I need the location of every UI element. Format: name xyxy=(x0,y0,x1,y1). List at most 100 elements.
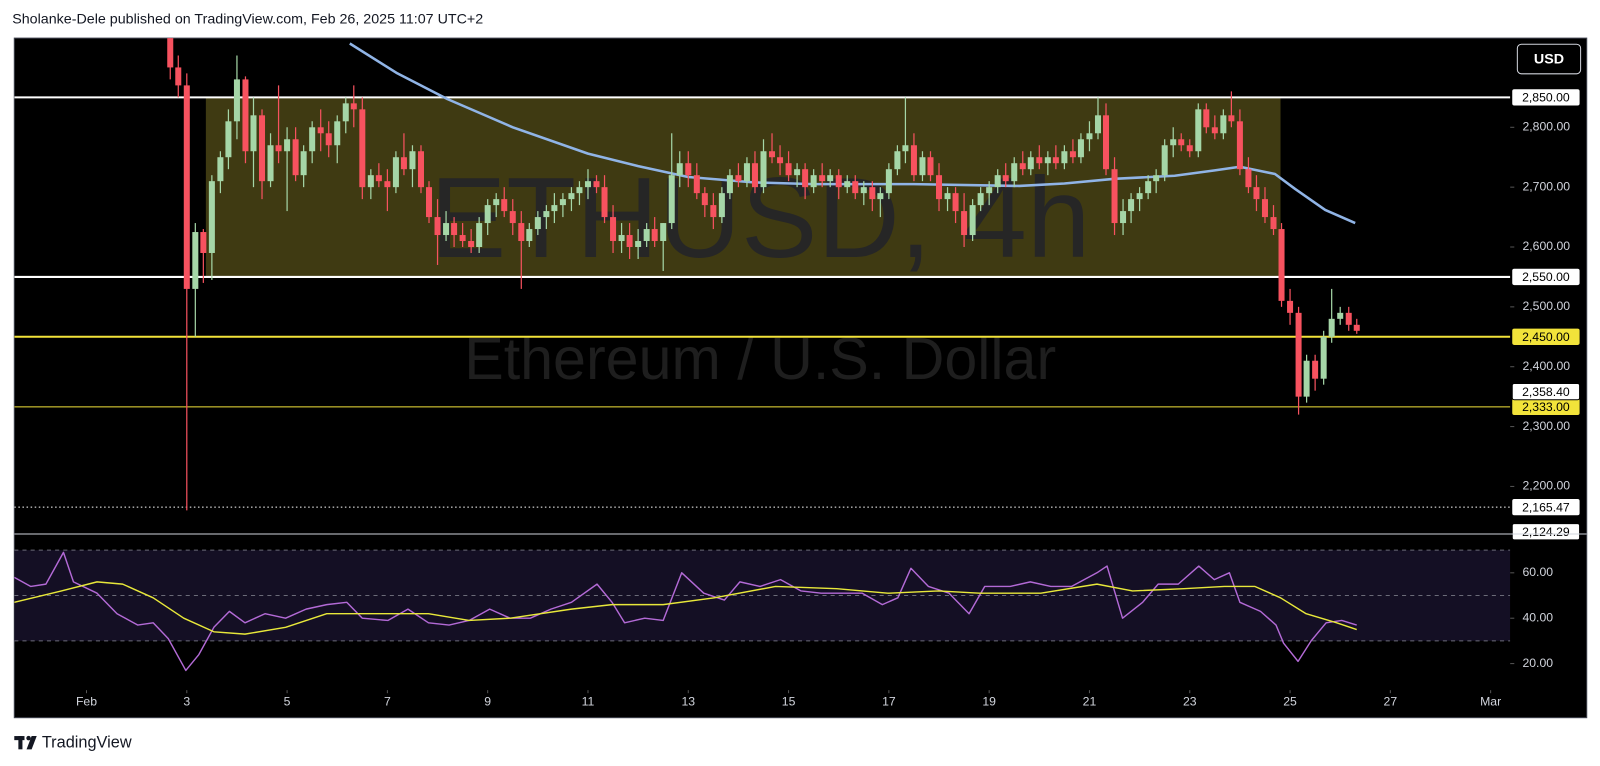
y-tick-label: 20.00 xyxy=(1522,656,1553,670)
candle-body xyxy=(325,133,332,146)
candle-body xyxy=(183,85,190,289)
candle-body xyxy=(443,223,450,236)
x-tick-label: 19 xyxy=(982,695,996,709)
candle-body xyxy=(1094,115,1101,134)
y-tick-label: 2,500.00 xyxy=(1522,299,1570,313)
candle-body xyxy=(208,181,215,253)
candle-body xyxy=(1353,324,1360,331)
y-tick-label: 40.00 xyxy=(1522,610,1553,624)
candle-body xyxy=(651,229,658,242)
candle-body xyxy=(1044,157,1051,164)
candle-body xyxy=(610,217,617,242)
level-label-box xyxy=(1512,268,1580,286)
candle-body xyxy=(400,157,407,170)
candle-body xyxy=(1153,175,1160,182)
candle-body xyxy=(710,205,717,218)
candle-body xyxy=(894,151,901,170)
candle-body xyxy=(509,211,516,224)
candle-body xyxy=(693,175,700,194)
candle-body xyxy=(643,229,650,242)
candle-body xyxy=(835,175,842,188)
candle-body xyxy=(794,169,801,176)
candle-body xyxy=(1220,115,1227,134)
candle-body xyxy=(1236,121,1243,170)
footer-brand: TradingView xyxy=(42,734,132,752)
candle-body xyxy=(927,157,934,176)
candle-body xyxy=(802,169,809,188)
candle-body xyxy=(468,241,475,248)
candle-body xyxy=(559,199,566,206)
candle-body xyxy=(534,217,541,230)
candle-body xyxy=(743,163,750,182)
candle-body xyxy=(1337,312,1344,319)
candle-body xyxy=(1211,127,1218,134)
level-label-box xyxy=(1512,89,1580,106)
candle-body xyxy=(819,175,826,182)
candle-body xyxy=(701,193,708,206)
currency-button[interactable] xyxy=(1516,43,1582,75)
x-tick-label: Mar xyxy=(1480,695,1501,709)
candle-body xyxy=(192,232,199,289)
rsi-line xyxy=(14,551,1357,672)
candle-body xyxy=(977,193,984,206)
candle-body xyxy=(1186,145,1193,152)
level-label-box xyxy=(1512,328,1580,345)
candle-body xyxy=(769,151,776,158)
candle-body xyxy=(919,157,926,176)
candle-body xyxy=(986,187,993,194)
candle-body xyxy=(969,205,976,236)
x-tick-label: 7 xyxy=(384,695,391,709)
candle-body xyxy=(434,217,441,236)
candle-body xyxy=(994,175,1001,188)
footer-logo xyxy=(14,735,37,750)
y-tick-label: 2,800.00 xyxy=(1522,120,1570,134)
candle-body xyxy=(718,193,725,218)
currency-button-label[interactable]: USD xyxy=(1534,51,1564,67)
candle-body xyxy=(785,163,792,176)
candle-body xyxy=(810,175,817,188)
candle-body xyxy=(1287,300,1294,313)
x-tick-label: 17 xyxy=(882,695,896,709)
candle-body xyxy=(300,151,307,176)
x-tick-label: 5 xyxy=(284,695,291,709)
y-tick-label: 2,600.00 xyxy=(1522,239,1570,253)
candle-body xyxy=(726,175,733,194)
candle-body xyxy=(1178,139,1185,146)
level-label: 2,850.00 xyxy=(1522,91,1570,105)
candle-body xyxy=(1295,312,1302,397)
candle-body xyxy=(167,38,174,68)
x-tick-label: 27 xyxy=(1384,695,1398,709)
candle-body xyxy=(844,181,851,188)
candle-body xyxy=(259,115,266,182)
candle-body xyxy=(1120,211,1127,224)
candle-body xyxy=(501,199,508,212)
candle-body xyxy=(568,193,575,200)
candle-body xyxy=(1036,157,1043,164)
candle-body xyxy=(200,232,207,253)
candle-body xyxy=(952,193,959,212)
candle-body xyxy=(242,79,249,152)
candle-body xyxy=(1320,336,1327,379)
candle-body xyxy=(1027,157,1034,170)
candle-body xyxy=(685,163,692,176)
candle-body xyxy=(1111,169,1118,224)
y-tick-label: 2,200.00 xyxy=(1522,479,1570,493)
x-tick-label: 11 xyxy=(582,695,595,709)
candle-body xyxy=(392,157,399,188)
candle-body xyxy=(1345,312,1352,325)
candle-body xyxy=(375,175,382,182)
logo-part xyxy=(18,736,23,750)
candle-body xyxy=(1170,139,1177,146)
candle-body xyxy=(317,127,324,134)
candle-body xyxy=(459,235,466,242)
candle-body xyxy=(309,127,316,152)
candle-body xyxy=(1052,157,1059,164)
candle-body xyxy=(1203,109,1210,128)
x-tick-label: Feb xyxy=(76,695,97,709)
candle-body xyxy=(601,187,608,218)
candle-body xyxy=(1161,145,1168,176)
candle-body xyxy=(1002,175,1009,182)
level-label: 2,165.47 xyxy=(1522,500,1570,514)
price-pane xyxy=(14,38,1511,511)
level-label: 2,550.00 xyxy=(1522,270,1570,284)
